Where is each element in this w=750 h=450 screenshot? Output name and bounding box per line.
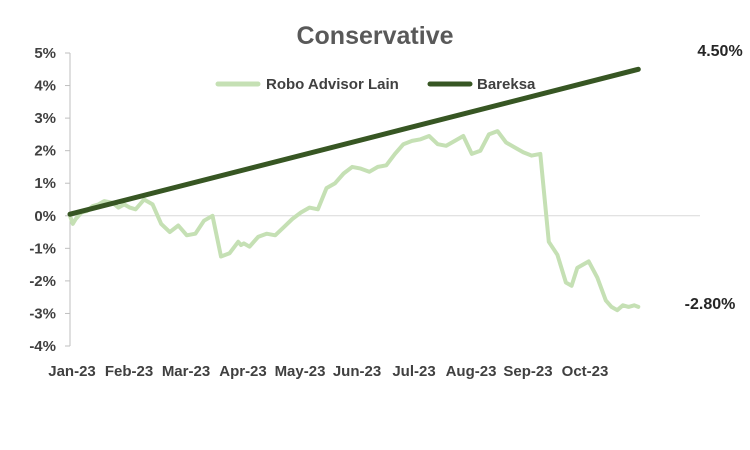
series-line-robo-advisor-lain [68,129,641,313]
y-tick-label: 5% [34,45,56,62]
y-tick-label: 4% [34,78,56,95]
x-tick-label: Jan-23 [48,363,96,380]
series-layer [67,66,641,313]
y-tick-label: 2% [34,143,56,160]
y-tick-label: 0% [34,208,56,225]
legend-label-bareksa: Bareksa [477,76,536,93]
x-tick-label: Mar-23 [162,363,210,380]
y-tick-label: -4% [29,338,56,355]
x-tick-label: Feb-23 [105,363,153,380]
x-tick-label: Aug-23 [446,363,497,380]
x-axis: Jan-23 Feb-23 Mar-23 Apr-23 May-23 Jun-23 Jul-… [48,215,700,380]
y-tick-label: -3% [29,305,56,322]
x-tick-label: Apr-23 [219,363,267,380]
y-axis: 5% 4% 3% 2% 1% 0% -1% -2% -3% -4% [29,45,71,355]
y-tick-label: 3% [34,110,56,127]
end-label-robo-advisor-lain: -2.80% [685,296,736,313]
x-tick-label: Jun-23 [333,363,381,380]
x-tick-label: Jul-23 [392,363,435,380]
chart-title: Conservative [296,22,453,50]
y-tick-label: 1% [34,175,56,192]
x-tick-label: Sep-23 [503,363,552,380]
legend: Robo Advisor Lain Bareksa [215,76,536,93]
end-label-bareksa: 4.50% [697,43,742,60]
y-tick-label: -2% [29,273,56,290]
y-tick-label: -1% [29,240,56,257]
legend-label-robo-advisor-lain: Robo Advisor Lain [266,76,399,93]
x-tick-label: Oct-23 [562,363,609,380]
x-tick-label: May-23 [275,363,326,380]
series-line-bareksa [67,66,641,217]
